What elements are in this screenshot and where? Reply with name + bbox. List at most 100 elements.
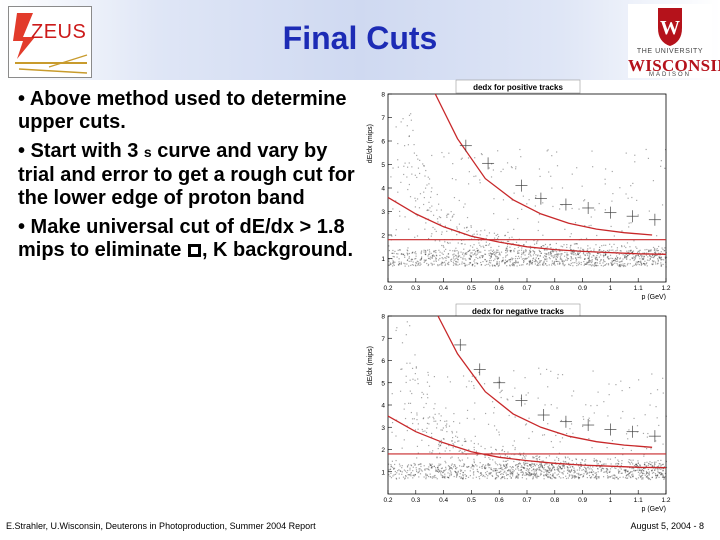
scatter-point: [561, 464, 563, 467]
scatter-point: [651, 469, 653, 472]
scatter-point: [564, 456, 566, 458]
scatter-point: [455, 264, 457, 266]
scatter-point: [417, 264, 419, 266]
scatter-point: [460, 469, 463, 471]
scatter-point: [525, 241, 527, 243]
scatter-point: [563, 470, 565, 472]
scatter-point: [528, 473, 531, 475]
scatter-point: [459, 422, 461, 424]
scatter-point: [419, 259, 421, 261]
scatter-point: [581, 458, 583, 461]
scatter-point: [652, 246, 655, 249]
scatter-point: [593, 265, 595, 267]
scatter-point: [648, 477, 650, 480]
scatter-point: [453, 263, 455, 265]
scatter-point: [452, 254, 454, 256]
scatter-point: [518, 252, 520, 254]
scatter-point: [532, 473, 534, 475]
scatter-point: [657, 249, 659, 252]
scatter-point: [500, 396, 502, 399]
scatter-point: [547, 476, 549, 478]
scatter-point: [396, 256, 398, 258]
scatter-point: [411, 173, 413, 175]
scatter-point: [414, 473, 416, 476]
scatter-point: [626, 473, 628, 476]
scatter-point: [631, 252, 633, 254]
scatter-point: [388, 260, 390, 262]
scatter-point: [624, 477, 627, 479]
scatter-point: [633, 464, 636, 467]
scatter-point: [465, 440, 467, 442]
scatter-point: [635, 477, 637, 480]
scatter-point: [522, 467, 524, 469]
scatter-point: [570, 474, 572, 476]
scatter-point: [657, 262, 659, 264]
scatter-point: [390, 263, 392, 265]
scatter-point: [622, 410, 624, 413]
scatter-point: [411, 392, 413, 395]
scatter-point: [480, 472, 482, 474]
scatter-point: [470, 467, 472, 469]
scatter-point: [592, 370, 594, 372]
scatter-point: [636, 465, 638, 467]
scatter-point: [504, 470, 506, 472]
scatter-point: [395, 477, 397, 479]
scatter-point: [568, 470, 570, 473]
scatter-point: [556, 256, 558, 259]
scatter-point: [421, 470, 423, 472]
scatter-point: [543, 467, 545, 469]
scatter-point: [599, 466, 601, 468]
scatter-point: [530, 474, 533, 476]
scatter-point: [438, 249, 440, 251]
scatter-point: [556, 151, 558, 153]
scatter-point: [591, 472, 593, 474]
scatter-point: [466, 264, 468, 266]
scatter-point: [601, 464, 603, 466]
scatter-point: [626, 242, 629, 244]
scatter-point: [405, 475, 407, 477]
scatter-point: [555, 258, 557, 260]
scatter-point: [543, 434, 546, 436]
scatter-point: [412, 264, 415, 266]
scatter-point: [470, 252, 472, 254]
scatter-point: [544, 252, 546, 255]
scatter-point: [548, 471, 550, 474]
scatter-point: [524, 254, 526, 256]
scatter-point: [419, 159, 421, 161]
scatter-point: [502, 168, 504, 170]
scatter-point: [467, 157, 470, 159]
scatter-point: [579, 474, 581, 476]
scatter-point: [525, 251, 527, 253]
scatter-point: [412, 422, 414, 425]
scatter-point: [509, 470, 511, 472]
scatter-point: [478, 242, 480, 244]
scatter-point: [643, 463, 646, 466]
scatter-point: [484, 229, 486, 231]
scatter-point: [476, 468, 478, 471]
scatter-point: [620, 250, 622, 252]
scatter-point: [647, 157, 650, 159]
scatter-point: [429, 464, 431, 466]
scatter-point: [429, 256, 431, 258]
scatter-point: [458, 223, 461, 225]
scatter-point: [524, 377, 526, 379]
scatter-point: [578, 469, 581, 471]
scatter-point: [611, 263, 613, 266]
scatter-point: [592, 473, 594, 476]
scatter-point: [559, 466, 561, 469]
scatter-point: [602, 254, 605, 256]
scatter-point: [621, 246, 623, 248]
scatter-point: [595, 478, 598, 480]
scatter-point: [547, 386, 549, 388]
y-tick-label: 4: [381, 186, 385, 193]
scatter-point: [603, 244, 605, 246]
scatter-point: [488, 232, 491, 234]
scatter-point: [563, 244, 565, 246]
scatter-point: [441, 244, 443, 247]
scatter-point: [393, 468, 395, 470]
scatter-point: [606, 471, 608, 473]
scatter-point: [421, 256, 423, 258]
scatter-point: [518, 462, 521, 464]
scatter-point: [602, 463, 604, 465]
scatter-point: [597, 252, 599, 255]
